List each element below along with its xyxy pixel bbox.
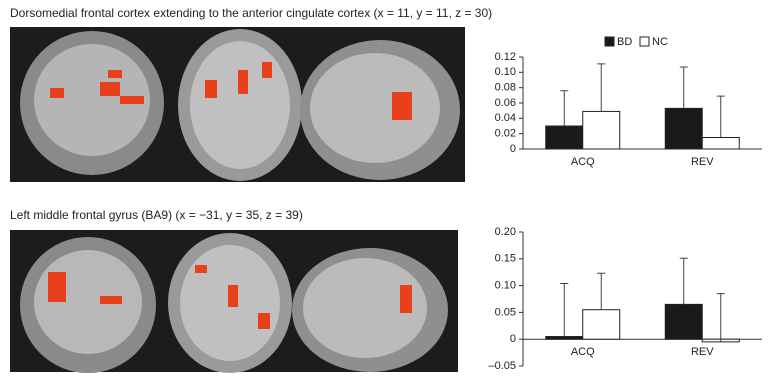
error-bar — [717, 96, 725, 137]
x-tick-label: REV — [691, 156, 714, 168]
y-tick-label: 0.08 — [495, 82, 516, 94]
brain-images — [10, 27, 465, 373]
y-tick-label: 0.20 — [495, 226, 516, 238]
legend-swatch — [640, 37, 649, 46]
bar — [583, 111, 620, 149]
legend-swatch — [605, 37, 614, 46]
bar — [546, 126, 583, 149]
y-tick-label: 0.15 — [495, 253, 516, 265]
y-tick-label: 0 — [510, 333, 516, 345]
x-tick-label: REV — [691, 346, 714, 358]
y-tick-label: –0.05 — [488, 360, 516, 372]
y-tick-label: 0.10 — [495, 66, 516, 78]
legend-label: NC — [652, 36, 668, 48]
page: {"chart_data": [ {"type": "bar", "title"… — [0, 0, 770, 382]
error-bar — [560, 283, 568, 336]
y-tick-label: 0.06 — [495, 97, 516, 109]
error-bar — [560, 91, 568, 126]
y-tick-label: 0.12 — [495, 51, 516, 63]
x-tick-label: ACQ — [571, 346, 595, 358]
error-bar — [717, 294, 725, 342]
error-bar — [680, 258, 688, 304]
legend-label: BD — [617, 36, 632, 48]
error-bar — [597, 64, 605, 112]
bar — [546, 337, 583, 340]
bar — [702, 138, 739, 150]
bar — [665, 108, 702, 149]
panel-title: Dorsomedial frontal cortex extending to … — [10, 6, 492, 20]
x-tick-label: ACQ — [571, 156, 595, 168]
figure: Dorsomedial frontal cortex extending to … — [0, 0, 770, 382]
y-tick-label: 0.10 — [495, 280, 516, 292]
error-bar — [680, 67, 688, 108]
error-bar — [597, 273, 605, 309]
bar — [665, 304, 702, 339]
y-tick-label: 0 — [510, 143, 516, 155]
bar — [583, 310, 620, 339]
y-tick-label: 0.05 — [495, 306, 516, 318]
y-tick-label: 0.02 — [495, 128, 516, 140]
panel-title: Left middle frontal gyrus (BA9) (x = −31… — [10, 208, 303, 222]
y-tick-label: 0.04 — [495, 112, 516, 124]
